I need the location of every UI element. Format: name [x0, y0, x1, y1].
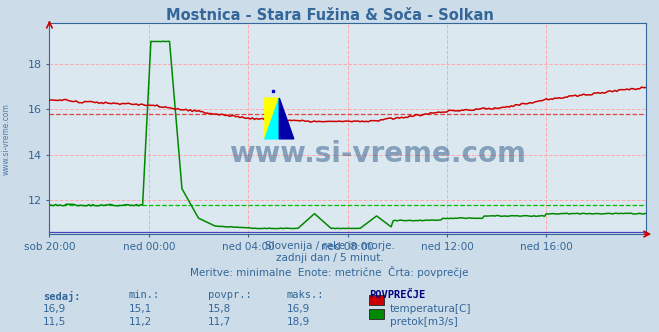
- Text: 11,2: 11,2: [129, 317, 152, 327]
- Text: www.si-vreme.com: www.si-vreme.com: [229, 140, 526, 168]
- Text: povpr.:: povpr.:: [208, 290, 251, 300]
- Text: 11,7: 11,7: [208, 317, 231, 327]
- Text: 15,8: 15,8: [208, 304, 231, 314]
- Text: maks.:: maks.:: [287, 290, 324, 300]
- Polygon shape: [265, 98, 279, 139]
- Polygon shape: [265, 98, 279, 139]
- Text: sedaj:: sedaj:: [43, 290, 80, 301]
- Text: Meritve: minimalne  Enote: metrične  Črta: povprečje: Meritve: minimalne Enote: metrične Črta:…: [190, 266, 469, 278]
- Polygon shape: [279, 98, 294, 139]
- Text: 15,1: 15,1: [129, 304, 152, 314]
- Text: 11,5: 11,5: [43, 317, 66, 327]
- Text: temperatura[C]: temperatura[C]: [390, 304, 472, 314]
- Text: www.si-vreme.com: www.si-vreme.com: [2, 104, 11, 175]
- Text: zadnji dan / 5 minut.: zadnji dan / 5 minut.: [275, 253, 384, 263]
- Text: min.:: min.:: [129, 290, 159, 300]
- Text: 18,9: 18,9: [287, 317, 310, 327]
- Text: pretok[m3/s]: pretok[m3/s]: [390, 317, 458, 327]
- Text: POVPREČJE: POVPREČJE: [369, 290, 425, 300]
- Text: 16,9: 16,9: [287, 304, 310, 314]
- Text: Mostnica - Stara Fužina & Soča - Solkan: Mostnica - Stara Fužina & Soča - Solkan: [165, 8, 494, 23]
- Text: 16,9: 16,9: [43, 304, 66, 314]
- Text: Slovenija / reke in morje.: Slovenija / reke in morje.: [264, 241, 395, 251]
